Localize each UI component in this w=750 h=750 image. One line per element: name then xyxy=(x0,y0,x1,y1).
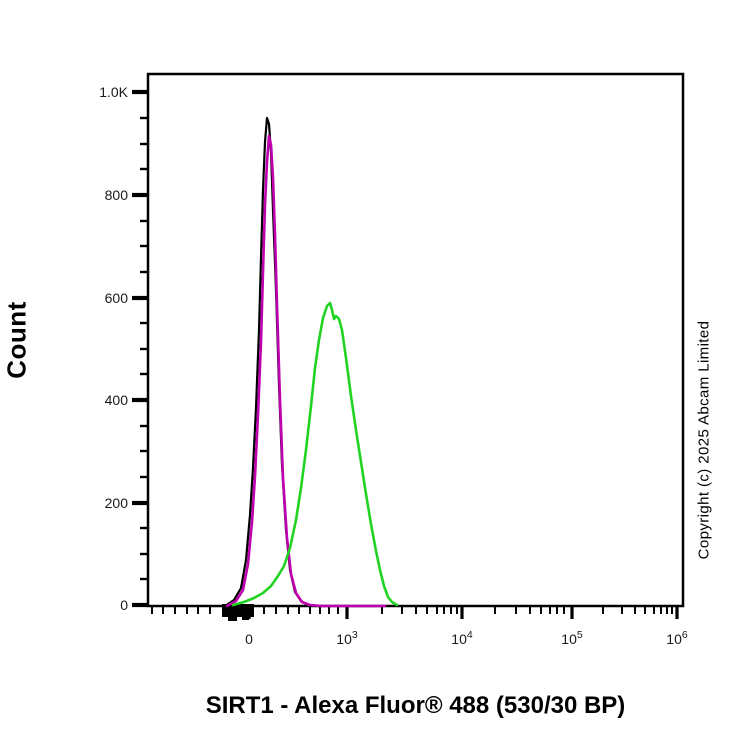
x-tick-label: 0 xyxy=(245,631,253,647)
x-tick-label: 106 xyxy=(666,629,688,647)
y-tick-label: 400 xyxy=(104,392,128,408)
y-tick-label: 800 xyxy=(104,187,128,203)
x-axis-title: SIRT1 - Alexa Fluor® 488 (530/30 BP) xyxy=(205,692,626,719)
x-tick-label: 103 xyxy=(336,629,358,647)
x-tick-label: 104 xyxy=(451,629,473,647)
x-zero-region-ticks xyxy=(242,604,249,620)
x-zero-region-ticks xyxy=(228,604,237,621)
y-tick-label: 1.0K xyxy=(99,84,128,100)
curve-sirt1-green xyxy=(231,301,399,607)
y-axis-title: Count xyxy=(1,301,32,379)
y-tick-label: 200 xyxy=(104,495,128,511)
y-tick-label: 0 xyxy=(120,597,128,613)
x-tick-label: 105 xyxy=(561,629,583,647)
copyright-notice: Copyright (c) 2025 Abcam Limited xyxy=(695,320,713,560)
y-tick-label: 600 xyxy=(104,290,128,306)
curve-control-magenta xyxy=(225,134,387,608)
plot-frame xyxy=(146,72,685,608)
curve-control-black xyxy=(223,116,318,608)
